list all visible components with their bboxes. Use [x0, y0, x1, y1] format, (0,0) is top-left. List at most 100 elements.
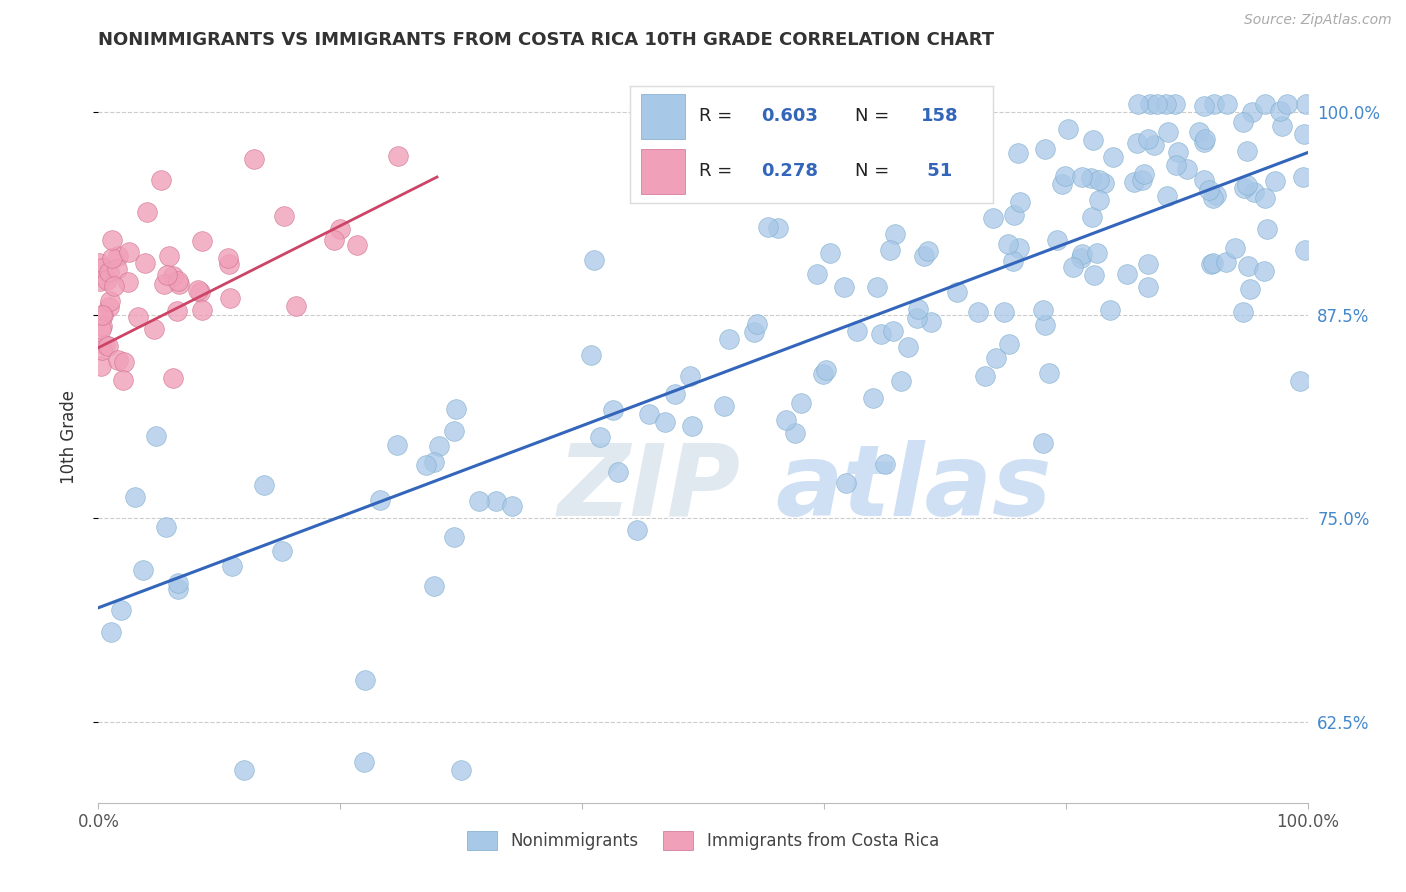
Point	[1052, 177, 1074, 191]
Point	[89, 274, 111, 288]
Point	[862, 391, 884, 405]
Point	[981, 211, 1004, 225]
Point	[501, 499, 523, 513]
Point	[1122, 175, 1144, 189]
Point	[157, 249, 180, 263]
Point	[973, 368, 995, 383]
Point	[96, 273, 118, 287]
Point	[117, 275, 139, 289]
Point	[1239, 282, 1261, 296]
Point	[167, 274, 190, 288]
Point	[1101, 150, 1123, 164]
Text: ZIP: ZIP	[558, 440, 741, 537]
Point	[166, 576, 188, 591]
Point	[156, 268, 179, 283]
Point	[1080, 170, 1102, 185]
Point	[346, 238, 368, 252]
Point	[945, 285, 967, 300]
Point	[142, 322, 165, 336]
Point	[806, 268, 828, 282]
Point	[1268, 103, 1291, 118]
Point	[1115, 267, 1137, 281]
Point	[1053, 169, 1076, 183]
Point	[1071, 247, 1094, 261]
Point	[1085, 246, 1108, 260]
Point	[111, 373, 134, 387]
Point	[1008, 194, 1031, 209]
Point	[110, 602, 132, 616]
Point	[897, 96, 920, 111]
Point	[1057, 122, 1080, 136]
Point	[97, 300, 120, 314]
Point	[107, 352, 129, 367]
Point	[217, 251, 239, 265]
Point	[97, 339, 120, 353]
Point	[1294, 243, 1316, 257]
Point	[607, 465, 630, 479]
Point	[1133, 167, 1156, 181]
Point	[243, 152, 266, 166]
Point	[135, 205, 157, 219]
Point	[468, 494, 491, 508]
Point	[998, 337, 1021, 351]
Point	[835, 475, 858, 490]
Point	[1216, 96, 1239, 111]
Point	[1236, 178, 1258, 192]
Point	[869, 326, 891, 341]
Point	[98, 294, 121, 309]
Point	[1156, 125, 1178, 139]
Point	[91, 343, 114, 358]
Point	[370, 492, 392, 507]
Point	[1292, 170, 1315, 185]
Point	[444, 401, 467, 416]
Point	[1253, 264, 1275, 278]
Point	[188, 285, 211, 299]
Point	[167, 277, 190, 291]
Point	[970, 169, 993, 183]
Point	[271, 543, 294, 558]
Point	[907, 301, 929, 316]
Point	[1154, 96, 1177, 111]
Point	[1288, 374, 1310, 388]
Point	[94, 338, 117, 352]
Point	[713, 399, 735, 413]
Point	[917, 244, 939, 258]
Point	[1188, 125, 1211, 139]
Point	[1126, 136, 1149, 150]
Point	[87, 256, 110, 270]
Point	[191, 303, 214, 318]
Point	[443, 530, 465, 544]
Point	[1194, 173, 1216, 187]
Point	[1294, 128, 1316, 142]
Point	[884, 227, 907, 241]
Point	[882, 324, 904, 338]
Point	[579, 348, 602, 362]
Point	[589, 430, 612, 444]
Point	[1167, 145, 1189, 160]
Point	[997, 236, 1019, 251]
Point	[1232, 114, 1254, 128]
Point	[385, 438, 408, 452]
Point	[422, 455, 444, 469]
Point	[1192, 135, 1215, 149]
Point	[813, 367, 835, 381]
Point	[1087, 172, 1109, 186]
Point	[103, 278, 125, 293]
Point	[107, 249, 129, 263]
Point	[866, 280, 889, 294]
Point	[920, 315, 942, 329]
Point	[450, 764, 472, 778]
Point	[1098, 303, 1121, 318]
Point	[1164, 158, 1187, 172]
Point	[218, 291, 240, 305]
Point	[1215, 254, 1237, 268]
Point	[485, 493, 508, 508]
Point	[1137, 280, 1160, 294]
Point	[101, 233, 124, 247]
Point	[150, 173, 173, 187]
Point	[1146, 96, 1168, 111]
Point	[162, 371, 184, 385]
Point	[717, 332, 740, 346]
Y-axis label: 10th Grade: 10th Grade	[59, 390, 77, 484]
Point	[1083, 133, 1105, 147]
